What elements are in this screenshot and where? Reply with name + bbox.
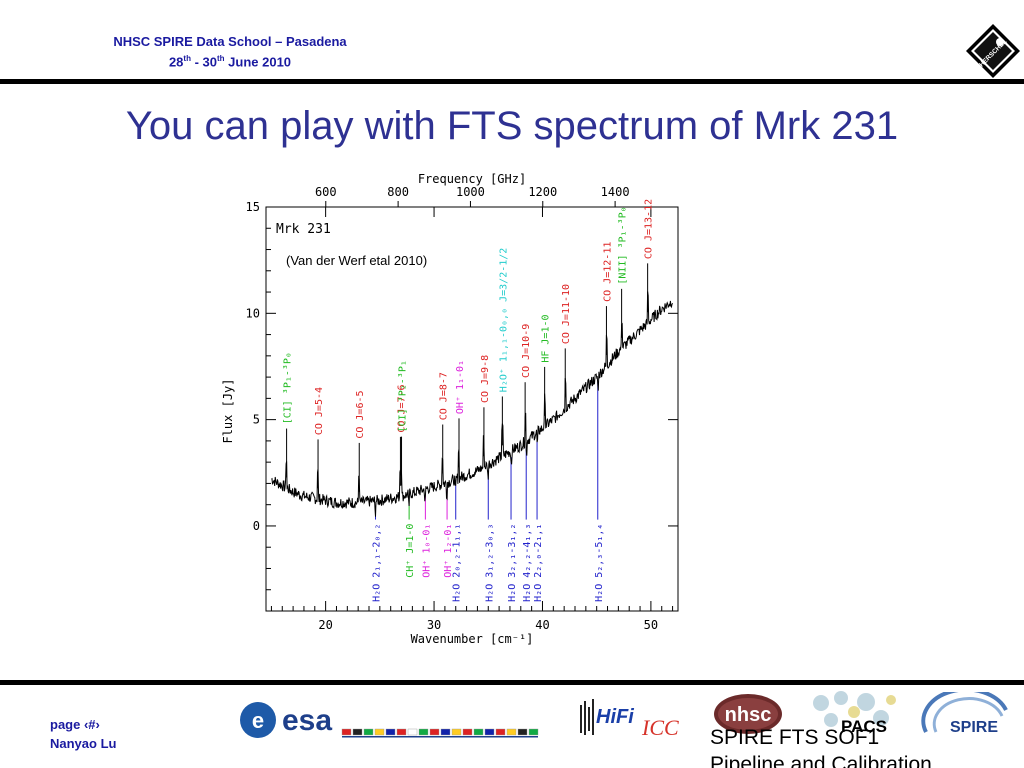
- svg-text:esa: esa: [282, 704, 332, 737]
- absorption-label: H₂O 2₂,₀-2₁,₁: [533, 524, 544, 602]
- y-tick-label: 0: [253, 519, 260, 533]
- flag-icon: [528, 728, 539, 736]
- emission-label: CO J=7-6: [396, 384, 407, 432]
- absorption-label: H₂O 5₂,₃-5₁,₄: [594, 524, 605, 602]
- absorption-label: H₂O 4₂,₂-4₁,₃: [522, 524, 533, 602]
- header-divider: [0, 79, 1024, 84]
- source-label: Mrk 231: [276, 222, 331, 237]
- top-axis-label: Frequency [GHz]: [418, 172, 526, 186]
- emission-label: H₂O⁺ 1₁,₁-0₀,₀ J=3/2-1/2: [498, 248, 509, 392]
- author-name: Nanyao Lu: [50, 736, 117, 751]
- event-name: NHSC SPIRE Data School – Pasadena: [113, 34, 347, 49]
- flag-icon: [495, 728, 506, 736]
- flag-icon: [429, 728, 440, 736]
- absorption-label: H₂O 2₀,₂-1₁,₁: [452, 524, 463, 602]
- svg-text:e: e: [252, 708, 264, 733]
- footer-divider: [0, 680, 1024, 685]
- flag-icon: [363, 728, 374, 736]
- emission-label: [NII] ³P₁-³P₀: [618, 206, 629, 284]
- absorption-label: H₂O 2₁,₁-2₀,₂: [372, 524, 383, 602]
- axis-ticks: 20 30 40 50 0 5 10 15 600 800 1000 1200 1400: [246, 185, 678, 632]
- header-event-info: NHSC SPIRE Data School – Pasadena 28th -…: [60, 33, 400, 70]
- y-tick-label: 15: [246, 200, 260, 214]
- emission-label: CO J=8-7: [439, 372, 450, 420]
- flag-underline: [342, 736, 538, 738]
- flag-icon: [451, 728, 462, 736]
- reference-annotation: (Van der Werf etal 2010): [286, 253, 427, 268]
- pacs-logo: PACS: [813, 691, 896, 736]
- flag-icon: [473, 728, 484, 736]
- x-tick-label: 20: [318, 618, 332, 632]
- footer-info: page ‹#› Nanyao Lu: [50, 715, 116, 753]
- top-tick-label: 1000: [456, 185, 485, 199]
- top-tick-label: 600: [315, 185, 337, 199]
- absorption-label: H₂O 3₁,₂-3₀,₃: [484, 524, 495, 602]
- svg-text:ICC: ICC: [641, 715, 679, 740]
- hifi-icc-logo: HiFi ICC: [580, 699, 679, 740]
- x-tick-label: 50: [644, 618, 658, 632]
- spectrum-line: [271, 291, 674, 517]
- emission-label: CO J=13-12: [644, 199, 655, 259]
- flag-icon: [385, 728, 396, 736]
- emission-label: CO J=5-4: [314, 387, 325, 435]
- emission-label: CO J=12-11: [602, 242, 613, 302]
- page-number: page ‹#›: [50, 717, 100, 732]
- esa-logo: e esa: [240, 702, 539, 738]
- top-tick-label: 1400: [601, 185, 630, 199]
- emission-label: CO J=11-10: [561, 284, 572, 344]
- flag-icon: [407, 728, 418, 736]
- spire-logo: SPIRE: [921, 692, 1008, 736]
- herschel-logo: HERSCHEL: [966, 24, 1020, 78]
- spectrum-chart: 20 30 40 50 0 5 10 15 600 800 1000 1200 1400 [CI] ³P…: [210, 165, 690, 655]
- y-tick-label: 5: [253, 413, 260, 427]
- flag-icon: [352, 728, 363, 736]
- flag-icon: [374, 728, 385, 736]
- absorption-label: OH⁺ 1₀-0₁: [421, 524, 432, 578]
- flag-icon: [506, 728, 517, 736]
- absorption-label: H₂O 3₂,₁-3₁,₂: [507, 524, 518, 602]
- top-tick-label: 1200: [528, 185, 557, 199]
- emission-label: CO J=10-9: [521, 324, 532, 378]
- emission-label: HF J=1-0: [541, 314, 552, 362]
- emission-label: [CI] ³P₂-³P₁: [398, 360, 409, 432]
- emission-label: CO J=9-8: [480, 355, 491, 403]
- svg-text:PACS: PACS: [841, 717, 887, 736]
- event-dates: 28th - 30th June 2010: [168, 54, 292, 70]
- absorption-label: CH⁺ J=1-0: [405, 524, 416, 578]
- absorption-label: OH⁺ 1₂-0₁: [443, 524, 454, 578]
- member-state-flags-icon: [341, 728, 539, 738]
- nhsc-logo: nhsc: [714, 694, 782, 734]
- flag-icon: [440, 728, 451, 736]
- spectral-lines: [CI] ³P₁-³P₀ CO J=5-4 CO J=6-5 CO J=7-6[CI]…: [283, 199, 655, 602]
- y-tick-label: 10: [246, 306, 260, 320]
- svg-text:HiFi: HiFi: [596, 706, 634, 728]
- svg-text:nhsc: nhsc: [725, 704, 772, 726]
- document-title: SPIRE FTS SOF1 Pipeline and Calibration: [710, 724, 1024, 768]
- flag-icon: [341, 728, 352, 736]
- top-tick-label: 800: [387, 185, 409, 199]
- doc-title-line2: Pipeline and Calibration: [710, 753, 932, 768]
- slide-title: You can play with FTS spectrum of Mrk 23…: [125, 104, 899, 148]
- spectrum-plot: 20 30 40 50 0 5 10 15 600 800 1000 1200 1400 [CI] ³P…: [221, 172, 679, 646]
- x-axis-label: Wavenumber [cm⁻¹]: [411, 632, 534, 646]
- emission-label: OH⁺ 1₁-0₁: [455, 360, 466, 414]
- plot-frame: [265, 206, 679, 612]
- flag-icon: [484, 728, 495, 736]
- flag-icon: [396, 728, 407, 736]
- flag-icon: [517, 728, 528, 736]
- x-tick-label: 40: [535, 618, 549, 632]
- emission-label: CO J=6-5: [355, 390, 366, 438]
- flag-icon: [462, 728, 473, 736]
- emission-label: [CI] ³P₁-³P₀: [283, 352, 294, 424]
- y-axis-label: Flux [Jy]: [221, 378, 235, 443]
- x-tick-label: 30: [427, 618, 441, 632]
- doc-title-line1: SPIRE FTS SOF1: [710, 726, 880, 749]
- svg-text:SPIRE: SPIRE: [950, 719, 998, 736]
- flag-icon: [418, 728, 429, 736]
